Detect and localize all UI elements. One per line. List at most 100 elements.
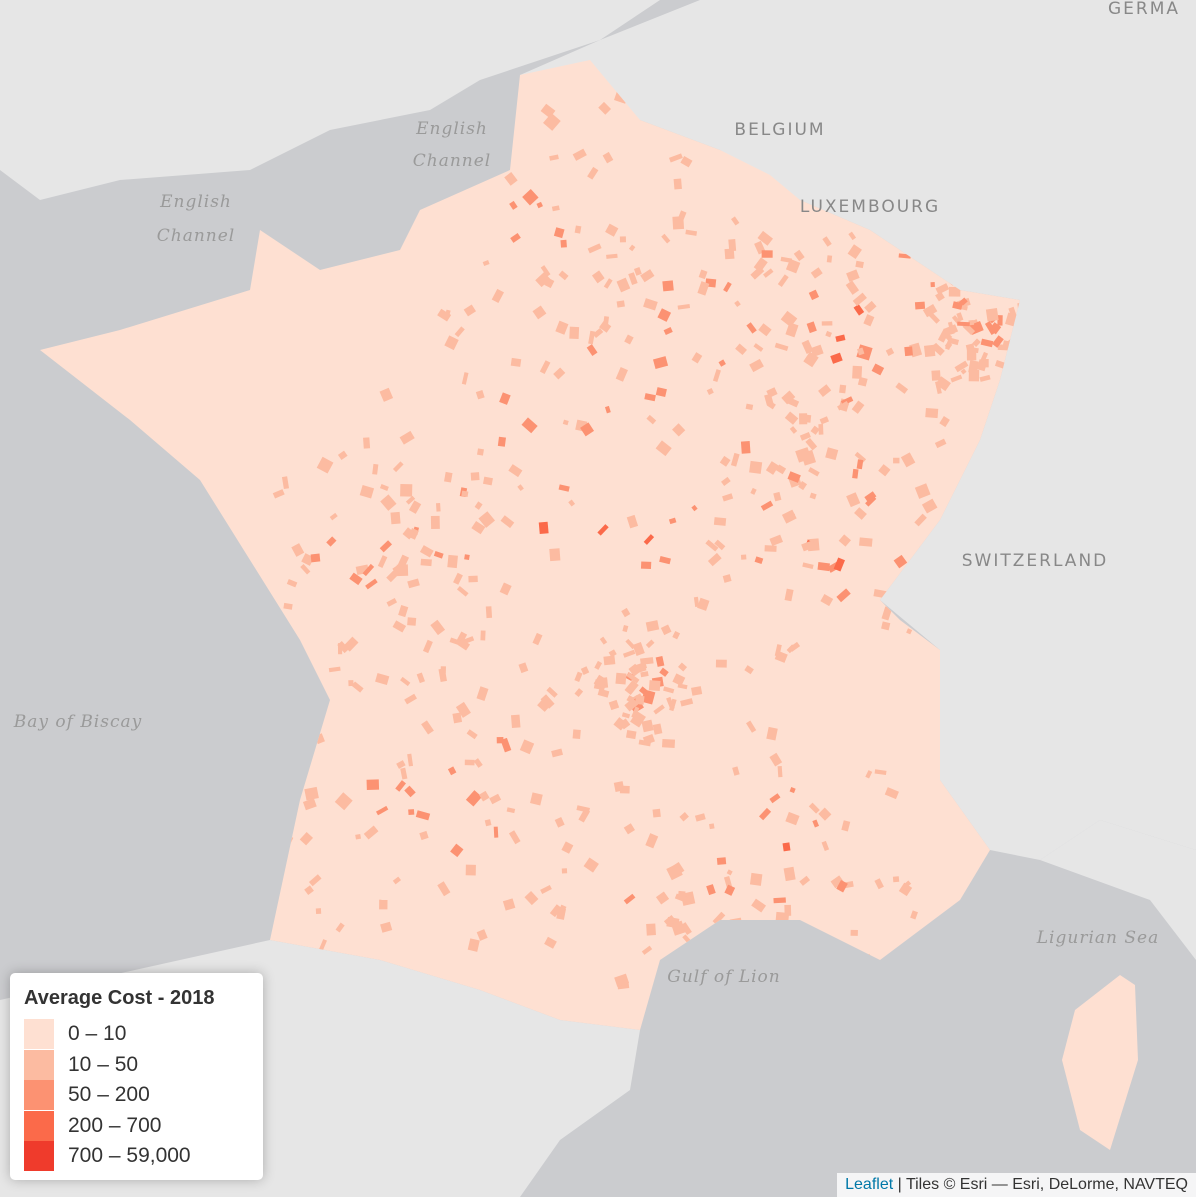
region [676, 210, 687, 223]
region [853, 304, 865, 316]
region [819, 416, 830, 425]
region [735, 343, 747, 356]
region [407, 753, 414, 767]
region [714, 539, 726, 551]
region [809, 492, 817, 500]
region [634, 695, 645, 705]
region [574, 688, 584, 698]
region [363, 825, 379, 840]
region [948, 286, 961, 297]
region [851, 400, 865, 414]
region [433, 550, 444, 559]
region [830, 352, 843, 364]
region [789, 787, 796, 794]
region [679, 812, 689, 822]
region [476, 686, 489, 701]
region [749, 460, 763, 474]
region [574, 225, 582, 234]
region [934, 438, 947, 449]
region [683, 894, 695, 905]
region [954, 360, 969, 373]
region [597, 688, 610, 698]
region [775, 464, 787, 475]
region [372, 463, 379, 475]
region [621, 712, 631, 719]
region [540, 884, 552, 894]
region [758, 323, 772, 337]
region [544, 936, 557, 949]
region [286, 578, 298, 588]
legend-label: 700 – 59,000 [68, 1144, 191, 1167]
region [464, 759, 475, 766]
region [697, 597, 710, 611]
region [836, 588, 851, 603]
region [532, 632, 543, 646]
region [957, 321, 970, 327]
region [745, 403, 754, 411]
region [825, 447, 839, 461]
region [863, 314, 875, 327]
region [623, 823, 636, 835]
region [489, 793, 502, 805]
region [359, 485, 375, 499]
region [392, 461, 404, 473]
region [530, 792, 543, 806]
region [366, 779, 380, 791]
region [837, 400, 849, 411]
region [318, 939, 327, 952]
region [910, 910, 918, 920]
region [652, 356, 669, 370]
region [663, 686, 675, 694]
region [599, 320, 612, 333]
region [572, 729, 581, 739]
region [730, 452, 740, 467]
region [349, 572, 363, 586]
region [592, 327, 604, 339]
region [538, 521, 549, 535]
region [931, 370, 941, 381]
region [621, 607, 631, 618]
region [680, 155, 693, 168]
region [304, 885, 314, 895]
region [416, 672, 425, 684]
land [0, 0, 660, 200]
region [408, 809, 415, 816]
region [732, 766, 740, 776]
region [864, 491, 877, 503]
region [437, 881, 451, 897]
region [802, 562, 814, 569]
region [935, 291, 945, 302]
region [606, 253, 618, 259]
region [784, 588, 794, 602]
region [380, 921, 393, 933]
region [348, 680, 354, 687]
sea-label: English [415, 119, 488, 139]
region [482, 260, 490, 267]
region [929, 342, 940, 353]
region [808, 802, 820, 814]
region [580, 666, 590, 675]
region [783, 866, 796, 882]
region [608, 649, 617, 658]
regions [253, 89, 1020, 990]
region [801, 540, 816, 552]
region [680, 922, 692, 936]
leaflet-link[interactable]: Leaflet [845, 1176, 894, 1193]
region [365, 578, 378, 590]
region [536, 201, 543, 209]
region [398, 604, 409, 618]
region [774, 644, 782, 657]
region [641, 719, 654, 733]
region [603, 278, 613, 289]
region [587, 243, 602, 254]
region [283, 602, 293, 610]
region [335, 922, 345, 933]
region [764, 545, 777, 552]
region [386, 568, 400, 583]
region [554, 816, 565, 828]
region [848, 231, 857, 241]
region [337, 640, 350, 654]
region [568, 499, 576, 507]
region [852, 365, 863, 379]
region [997, 344, 1011, 351]
